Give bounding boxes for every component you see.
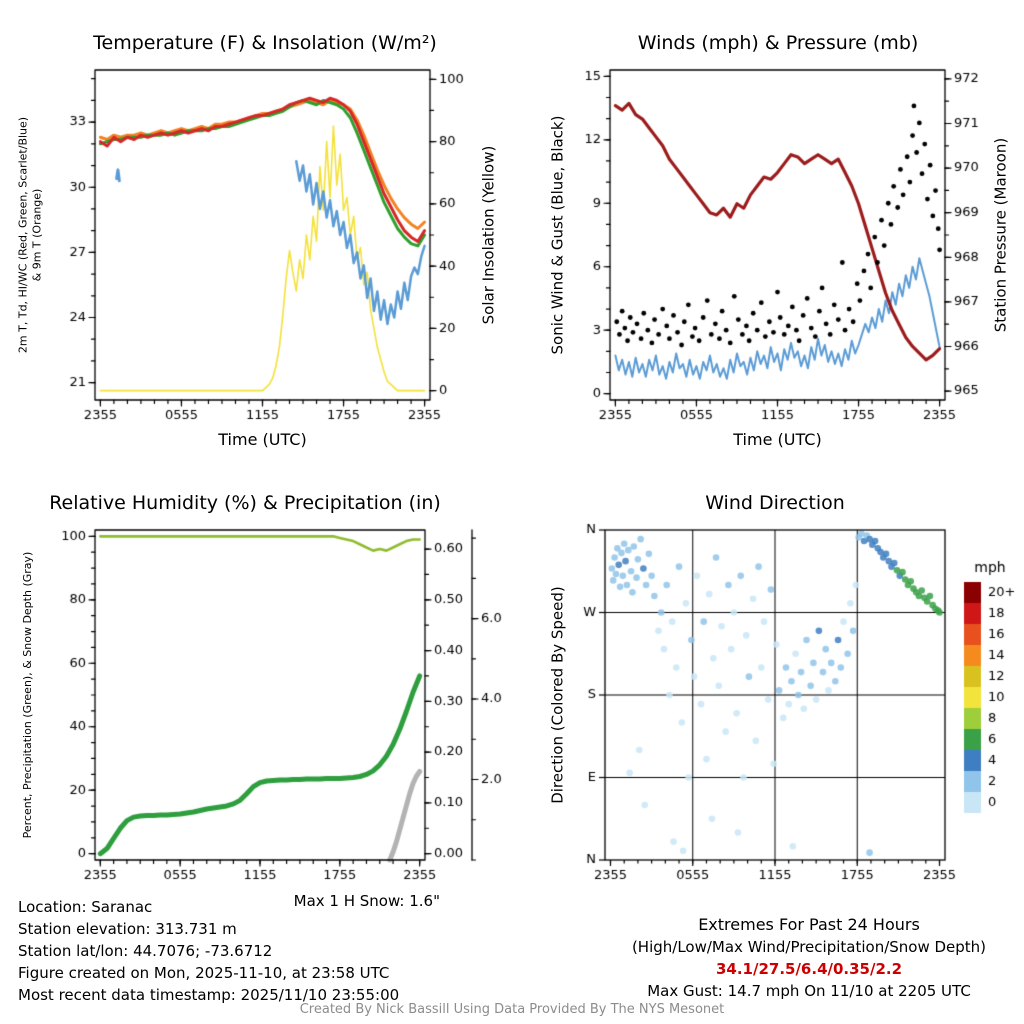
station-location: Location: Saranac	[18, 898, 153, 916]
yaxis-label-direction: Direction (Colored By Speed)	[548, 586, 567, 804]
chart-title-wind-direction: Wind Direction	[705, 492, 845, 514]
extremes-block: Extremes For Past 24 Hours (High/Low/Max…	[600, 914, 1018, 1002]
yaxis-label-insolation: Solar Insolation (Yellow)	[479, 145, 498, 325]
figure-created-timestamp: Figure created on Mon, 2025-11-10, at 23…	[18, 964, 390, 982]
extremes-values: 34.1/27.5/6.4/0.35/2.2	[715, 960, 903, 978]
winds-pressure-plot	[512, 0, 1024, 470]
extremes-heading: Extremes For Past 24 Hours	[698, 915, 920, 934]
credit-line: Created By Nick Bassill Using Data Provi…	[299, 1002, 725, 1017]
max-snow-note: Max 1 H Snow: 1.6"	[293, 892, 440, 910]
most-recent-data-timestamp: Most recent data timestamp: 2025/11/10 2…	[18, 986, 400, 1004]
humidity-precipitation-plot	[0, 470, 512, 940]
extremes-subheading: (High/Low/Max Wind/Precipitation/Snow De…	[631, 938, 987, 956]
xaxis-label-time-1: Time (UTC)	[218, 430, 307, 449]
station-info-block: Location: Saranac Station elevation: 313…	[18, 896, 399, 1006]
station-latlon: Station lat/lon: 44.7076; -73.6712	[18, 942, 273, 960]
chart-title-temperature-insolation: Temperature (F) & Insolation (W/m²)	[93, 32, 437, 54]
yaxis-label-percent-precip-snow: Percent, Precipitation (Green), & Snow D…	[21, 551, 35, 839]
chart-title-humidity-precip: Relative Humidity (%) & Precipitation (i…	[49, 492, 441, 514]
yaxis-label-pressure: Station Pressure (Maroon)	[991, 137, 1010, 333]
yaxis-label-wind-gust: Sonic Wind & Gust (Blue, Black)	[548, 115, 567, 355]
chart-title-winds-pressure: Winds (mph) & Pressure (mb)	[637, 32, 919, 54]
station-elevation: Station elevation: 313.731 m	[18, 920, 237, 938]
temperature-insolation-plot	[0, 0, 512, 470]
wind-direction-plot	[512, 470, 1024, 940]
yaxis-label-temperature: 2m T, Td, HI/WC (Red, Green, Scarlet/Blu…	[16, 116, 43, 354]
xaxis-label-time-2: Time (UTC)	[733, 430, 822, 449]
max-gust-text: Max Gust: 14.7 mph On 11/10 at 2205 UTC	[647, 982, 971, 1000]
